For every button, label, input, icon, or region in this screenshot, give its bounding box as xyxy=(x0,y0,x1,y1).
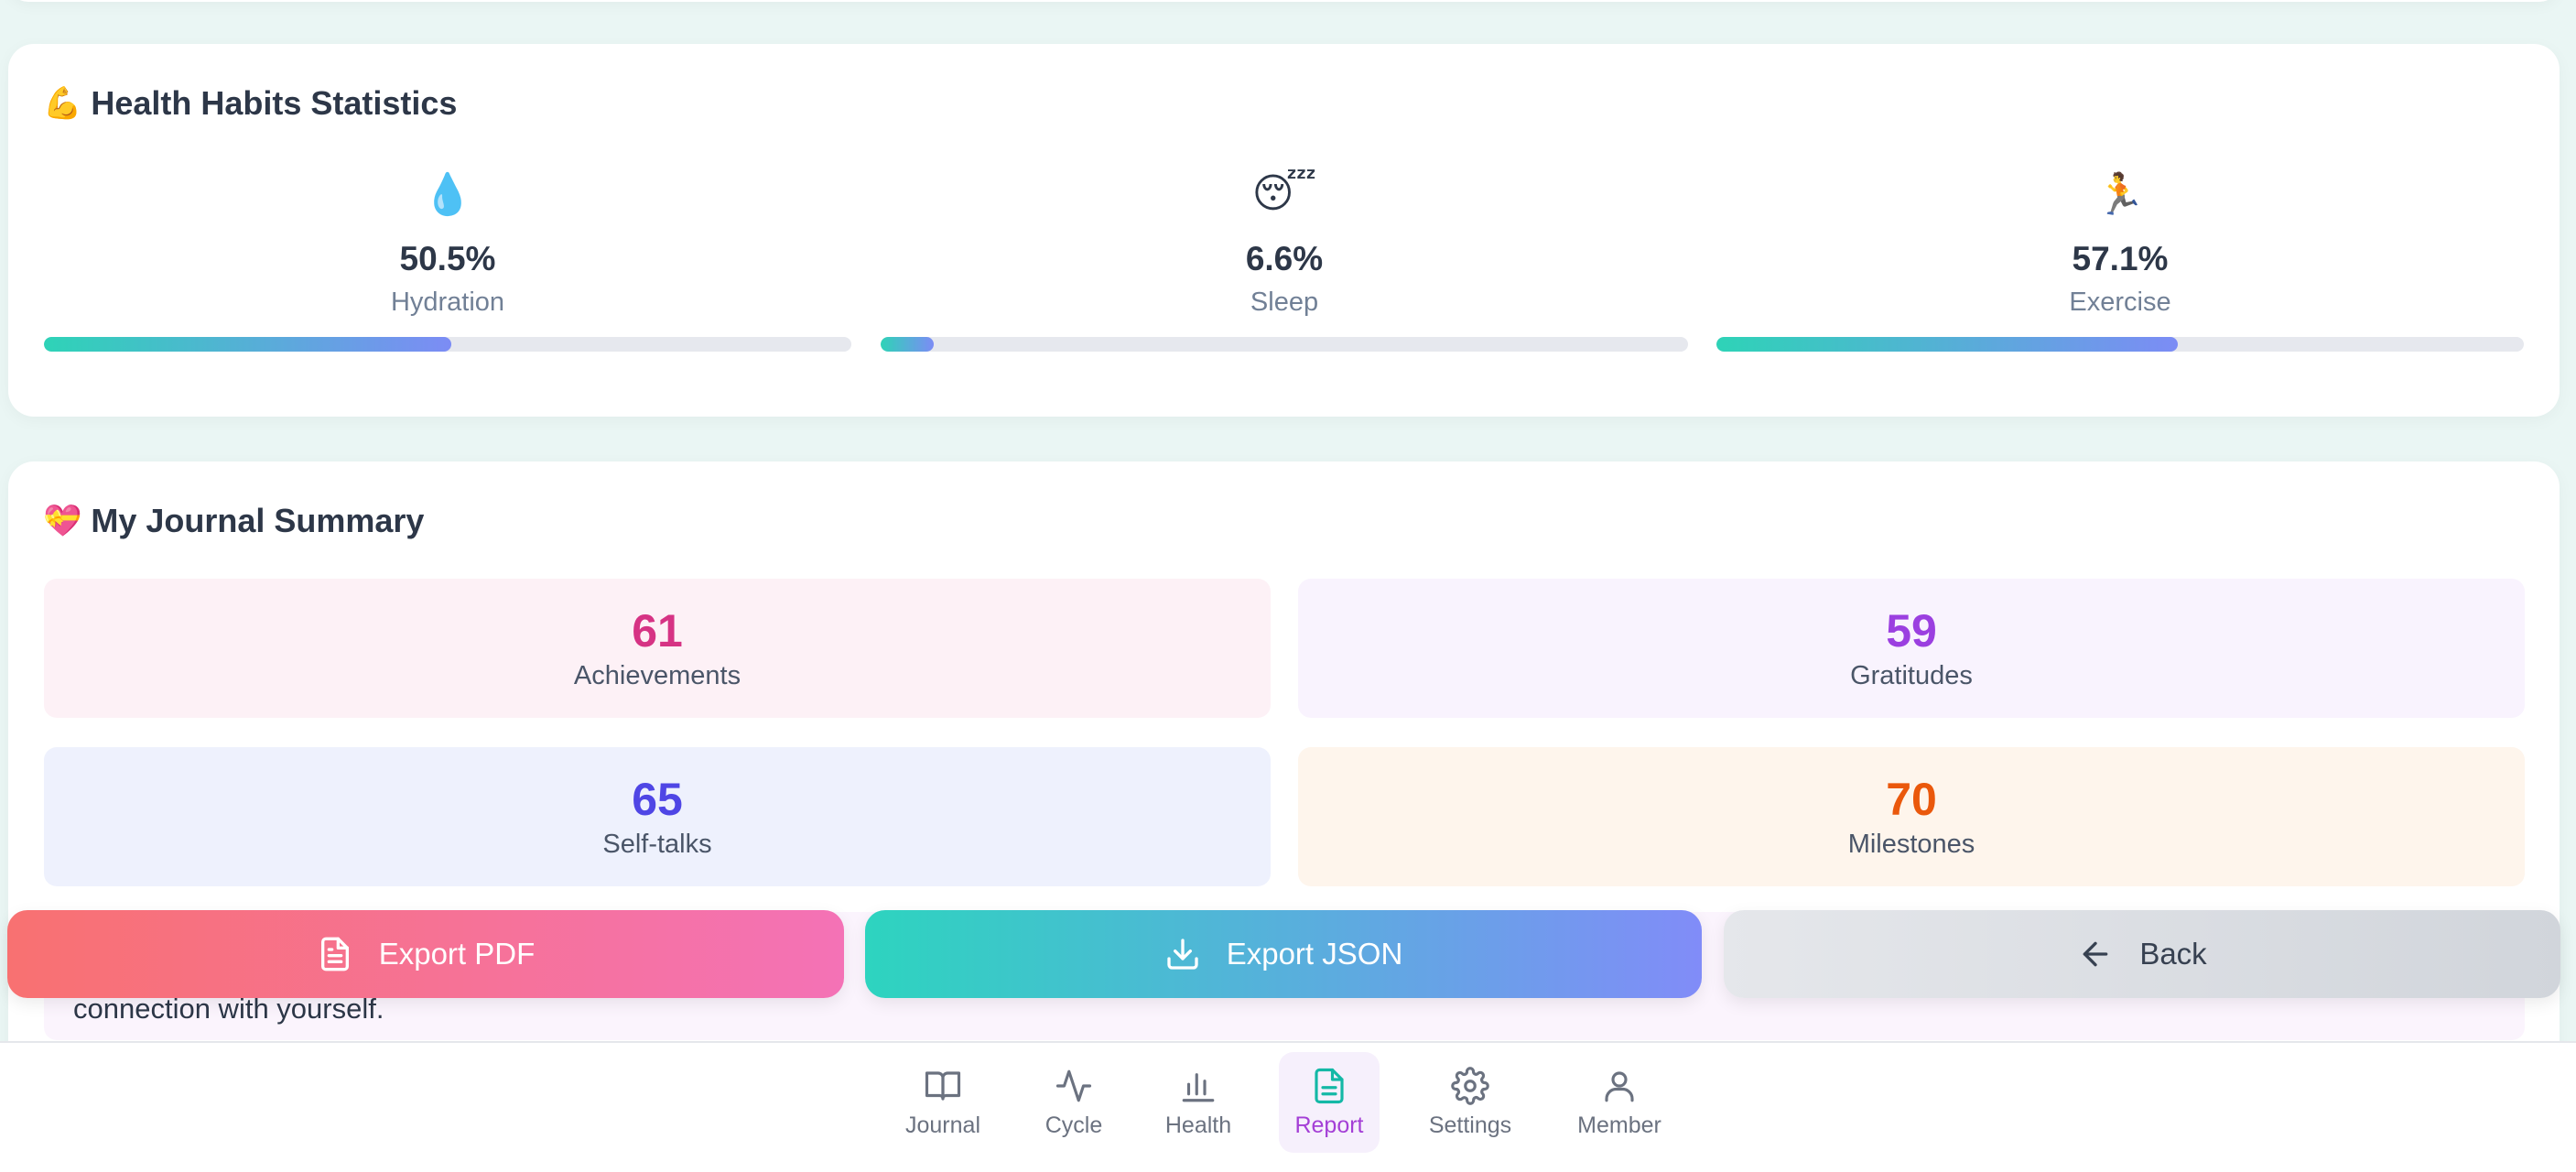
nav-label: Report xyxy=(1294,1112,1364,1138)
habit-progress-fill xyxy=(1716,337,2178,352)
download-icon xyxy=(1167,939,1198,970)
nav-item-member[interactable]: Member xyxy=(1564,1052,1674,1153)
stat-label: Self-talks xyxy=(602,830,712,859)
book-icon xyxy=(925,1070,961,1101)
stat-value: 65 xyxy=(632,774,683,825)
stat-self-talks: 65 Self-talks xyxy=(44,747,1271,886)
habit-progress-track xyxy=(881,337,1688,352)
habit-value: 50.5% xyxy=(399,240,496,277)
bottom-nav: Journal Cycle Health Report Settings Mem… xyxy=(0,1041,2576,1172)
habit-progress-track xyxy=(44,337,851,352)
flexed-biceps-icon: 💪 xyxy=(43,85,82,122)
journal-summary-title-text: My Journal Summary xyxy=(91,502,425,539)
stat-achievements: 61 Achievements xyxy=(44,579,1271,718)
file-text-icon xyxy=(1315,1068,1344,1103)
gear-icon xyxy=(1451,1066,1489,1105)
stat-value: 70 xyxy=(1886,774,1937,825)
arrow-left-icon xyxy=(2083,941,2108,967)
heart-ribbon-icon: 💝 xyxy=(43,503,82,539)
habit-progress-track xyxy=(1716,337,2524,352)
health-habits-title: 💪 Health Habits Statistics xyxy=(43,84,457,123)
stat-label: Milestones xyxy=(1847,830,1975,859)
habit-label: Hydration xyxy=(390,288,505,317)
previous-card-edge xyxy=(8,0,2560,2)
habit-label: Sleep xyxy=(1250,288,1319,317)
sleeping-face-icon: 😴 xyxy=(1251,170,1317,217)
runner-icon: 🏃 xyxy=(2094,171,2146,218)
journal-summary-title: 💝 My Journal Summary xyxy=(43,502,424,540)
stat-label: Gratitudes xyxy=(1850,661,1973,690)
bar-chart-icon xyxy=(1182,1072,1215,1101)
file-text-icon xyxy=(320,937,349,971)
nav-item-report[interactable]: Report xyxy=(1279,1052,1380,1153)
droplet-icon: 💧 xyxy=(422,171,473,218)
export-json-button[interactable]: Export JSON xyxy=(865,910,1702,998)
health-habits-card: 💪 Health Habits Statistics 💧 50.5% Hydra… xyxy=(8,44,2560,417)
nav-item-settings[interactable]: Settings xyxy=(1415,1052,1525,1153)
stat-gratitudes: 59 Gratitudes xyxy=(1298,579,2525,718)
nav-item-journal[interactable]: Journal xyxy=(888,1052,998,1153)
user-icon xyxy=(1605,1070,1634,1101)
export-pdf-label: Export PDF xyxy=(378,937,536,971)
nav-label: Settings xyxy=(1428,1112,1512,1138)
health-habits-title-text: Health Habits Statistics xyxy=(91,84,458,122)
stat-value: 61 xyxy=(632,605,683,657)
habit-hydration: 💧 50.5% Hydration xyxy=(44,44,851,417)
back-label: Back xyxy=(2139,937,2207,971)
back-button[interactable]: Back xyxy=(1724,910,2560,998)
nav-label: Journal xyxy=(905,1112,980,1138)
habit-progress-fill xyxy=(44,337,452,352)
export-pdf-button[interactable]: Export PDF xyxy=(7,910,844,998)
export-json-label: Export JSON xyxy=(1226,937,1403,971)
nav-item-cycle[interactable]: Cycle xyxy=(1023,1052,1124,1153)
nav-label: Health xyxy=(1164,1112,1232,1138)
habit-value: 57.1% xyxy=(2072,240,2169,277)
stat-milestones: 70 Milestones xyxy=(1298,747,2525,886)
nav-item-health[interactable]: Health xyxy=(1148,1052,1249,1153)
stat-label: Achievements xyxy=(573,661,741,690)
habit-exercise: 🏃 57.1% Exercise xyxy=(1716,44,2524,417)
nav-label: Member xyxy=(1577,1112,1661,1138)
habit-value: 6.6% xyxy=(1245,240,1324,277)
activity-icon xyxy=(1055,1069,1092,1101)
habits-row: 💧 50.5% Hydration 😴 6.6% Sleep 🏃 57.1% E… xyxy=(44,44,2524,417)
habit-progress-fill xyxy=(881,337,935,352)
stat-value: 59 xyxy=(1886,605,1937,657)
habit-sleep: 😴 6.6% Sleep xyxy=(881,44,1688,417)
nav-label: Cycle xyxy=(1044,1112,1103,1138)
habit-label: Exercise xyxy=(2069,288,2171,317)
